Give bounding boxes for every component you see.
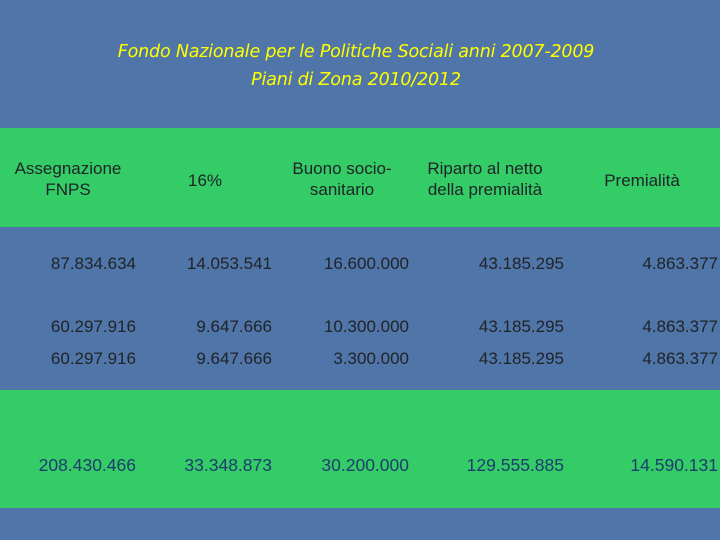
header-buono-line-2: sanitario — [309, 180, 375, 199]
header-riparto-netto: Riparto al netto della premialità — [402, 158, 568, 200]
table-cell: 4.863.377 — [642, 254, 718, 273]
table-cell: 43.185.295 — [478, 317, 564, 336]
total-cell: 33.348.873 — [184, 455, 272, 475]
table-cell: 87.834.634 — [50, 254, 136, 273]
header-assegnazione-line-1: Assegnazione — [14, 159, 122, 178]
total-band — [0, 390, 720, 508]
header-buono-socio-sanitario: Buono socio- sanitario — [272, 158, 412, 200]
table-cell: 3.300.000 — [333, 349, 409, 368]
total-cell: 208.430.466 — [38, 455, 136, 475]
title-line-1: Fondo Nazionale per le Politiche Sociali… — [117, 42, 595, 62]
header-assegnazione-line-2: FNPS — [45, 180, 91, 199]
header-band — [0, 128, 720, 227]
table-cell: 60.297.916 — [50, 317, 136, 336]
table-cell: 4.863.377 — [642, 349, 718, 368]
header-riparto-line-1: Riparto al netto — [427, 159, 543, 178]
table-cell: 10.300.000 — [323, 317, 409, 336]
table-cell: 9.647.666 — [196, 349, 272, 368]
header-premialita: Premialità — [604, 171, 680, 190]
page-title: Fondo Nazionale per le Politiche Sociali… — [0, 38, 712, 94]
table-cell: 43.185.295 — [478, 254, 564, 273]
header-assegnazione-fnps: Assegnazione FNPS — [0, 158, 136, 200]
table-cell: 60.297.916 — [50, 349, 136, 368]
table-cell: 14.053.541 — [186, 254, 272, 273]
total-cell: 129.555.885 — [466, 455, 564, 475]
total-cell: 14.590.131 — [630, 455, 718, 475]
table-cell: 16.600.000 — [323, 254, 409, 273]
table-cell: 9.647.666 — [196, 317, 272, 336]
table-cell: 43.185.295 — [478, 349, 564, 368]
header-16-percent: 16% — [187, 171, 223, 190]
header-riparto-line-2: della premialità — [427, 180, 543, 199]
total-cell: 30.200.000 — [321, 455, 409, 475]
title-line-2: Piani di Zona 2010/2012 — [251, 70, 461, 90]
table-cell: 4.863.377 — [642, 317, 718, 336]
header-buono-line-1: Buono socio- — [292, 159, 392, 178]
